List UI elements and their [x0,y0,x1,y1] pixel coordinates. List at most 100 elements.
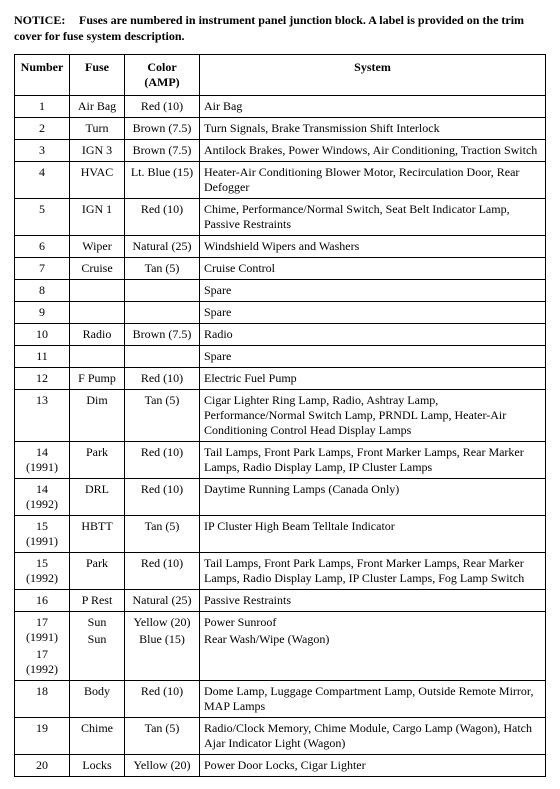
cell-color: Brown (7.5) [125,118,200,140]
cell-color: Lt. Blue (15) [125,162,200,199]
cell-fuse: Park [70,553,125,590]
cell-fuse: HVAC [70,162,125,199]
cell-color: Tan (5) [125,390,200,442]
cell-number: 15 (1992) [15,553,70,590]
cell-color: Yellow (20) [125,755,200,777]
notice-label: NOTICE: [14,12,76,28]
cell-number: 4 [15,162,70,199]
cell-system: Chime, Performance/Normal Switch, Seat B… [200,199,546,236]
cell-color [125,302,200,324]
table-row: 13DimTan (5)Cigar Lighter Ring Lamp, Rad… [15,390,546,442]
table-header-row: Number Fuse Color (AMP) System [15,55,546,96]
table-row: 14 (1992)DRLRed (10)Daytime Running Lamp… [15,479,546,516]
cell-fuse: Body [70,681,125,718]
cell-number: 14 (1992) [15,479,70,516]
cell-system: Air Bag [200,96,546,118]
col-header-number: Number [15,55,70,96]
cell-fuse: Wiper [70,236,125,258]
cell-color: Red (10) [125,368,200,390]
cell-color: Tan (5) [125,516,200,553]
cell-system: Daytime Running Lamps (Canada Only) [200,479,546,516]
cell-system: Radio [200,324,546,346]
notice-block: NOTICE: Fuses are numbered in instrument… [14,12,546,44]
table-row: 15 (1992)ParkRed (10)Tail Lamps, Front P… [15,553,546,590]
cell-color: Natural (25) [125,236,200,258]
table-row: 18BodyRed (10)Dome Lamp, Luggage Compart… [15,681,546,718]
cell-number: 16 [15,590,70,612]
cell-number: 19 [15,718,70,755]
cell-color: Red (10) [125,96,200,118]
cell-color: Brown (7.5) [125,324,200,346]
fuse-table: Number Fuse Color (AMP) System 1Air BagR… [14,54,546,777]
col-header-system: System [200,55,546,96]
cell-fuse: DRL [70,479,125,516]
cell-number: 10 [15,324,70,346]
table-row: 10RadioBrown (7.5)Radio [15,324,546,346]
table-row: 12F PumpRed (10)Electric Fuel Pump [15,368,546,390]
cell-fuse: IGN 1 [70,199,125,236]
cell-number: 3 [15,140,70,162]
cell-number: 18 [15,681,70,718]
col-header-color: Color (AMP) [125,55,200,96]
table-row: 4HVACLt. Blue (15)Heater-Air Conditionin… [15,162,546,199]
table-row: 19ChimeTan (5)Radio/Clock Memory, Chime … [15,718,546,755]
cell-fuse [70,346,125,368]
cell-color: Red (10) [125,479,200,516]
cell-fuse: HBTT [70,516,125,553]
cell-number: 6 [15,236,70,258]
table-row: 6WiperNatural (25)Windshield Wipers and … [15,236,546,258]
cell-system: Radio/Clock Memory, Chime Module, Cargo … [200,718,546,755]
cell-number: 9 [15,302,70,324]
table-row: 20LocksYellow (20)Power Door Locks, Ciga… [15,755,546,777]
cell-system: Dome Lamp, Luggage Compartment Lamp, Out… [200,681,546,718]
cell-number: 11 [15,346,70,368]
cell-system: Tail Lamps, Front Park Lamps, Front Mark… [200,442,546,479]
cell-system: Spare [200,280,546,302]
cell-fuse: Chime [70,718,125,755]
table-row: 16P RestNatural (25)Passive Restraints [15,590,546,612]
cell-number: 13 [15,390,70,442]
cell-fuse: IGN 3 [70,140,125,162]
cell-color [125,346,200,368]
cell-system: Spare [200,302,546,324]
cell-number: 15 (1991) [15,516,70,553]
cell-system: Tail Lamps, Front Park Lamps, Front Mark… [200,553,546,590]
cell-number: 14 (1991) [15,442,70,479]
cell-color: Tan (5) [125,258,200,280]
cell-fuse [70,302,125,324]
cell-number: 20 [15,755,70,777]
table-row: 7CruiseTan (5)Cruise Control [15,258,546,280]
cell-color: Red (10) [125,553,200,590]
table-row: 1Air BagRed (10)Air Bag [15,96,546,118]
table-row: 11 Spare [15,346,546,368]
cell-system: IP Cluster High Beam Telltale Indicator [200,516,546,553]
cell-number: 5 [15,199,70,236]
cell-system: Spare [200,346,546,368]
cell-color: Red (10) [125,442,200,479]
table-row: 15 (1991)HBTTTan (5)IP Cluster High Beam… [15,516,546,553]
cell-color [125,280,200,302]
cell-fuse [70,280,125,302]
cell-system: Turn Signals, Brake Transmission Shift I… [200,118,546,140]
cell-system: Power SunroofRear Wash/Wipe (Wagon) [200,612,546,681]
cell-system: Power Door Locks, Cigar Lighter [200,755,546,777]
table-row: 5IGN 1Red (10)Chime, Performance/Normal … [15,199,546,236]
table-row: 2TurnBrown (7.5)Turn Signals, Brake Tran… [15,118,546,140]
cell-fuse: Turn [70,118,125,140]
col-header-fuse: Fuse [70,55,125,96]
cell-fuse: Dim [70,390,125,442]
table-row: 8Spare [15,280,546,302]
cell-system: Cigar Lighter Ring Lamp, Radio, Ashtray … [200,390,546,442]
cell-system: Antilock Brakes, Power Windows, Air Cond… [200,140,546,162]
table-row: 17 (1991)17 (1992)SunSunYellow (20)Blue … [15,612,546,681]
cell-system: Passive Restraints [200,590,546,612]
cell-number: 2 [15,118,70,140]
cell-fuse: F Pump [70,368,125,390]
cell-fuse: SunSun [70,612,125,681]
cell-fuse: P Rest [70,590,125,612]
cell-color: Yellow (20)Blue (15) [125,612,200,681]
cell-fuse: Cruise [70,258,125,280]
cell-fuse: Radio [70,324,125,346]
cell-number: 7 [15,258,70,280]
cell-color: Red (10) [125,681,200,718]
